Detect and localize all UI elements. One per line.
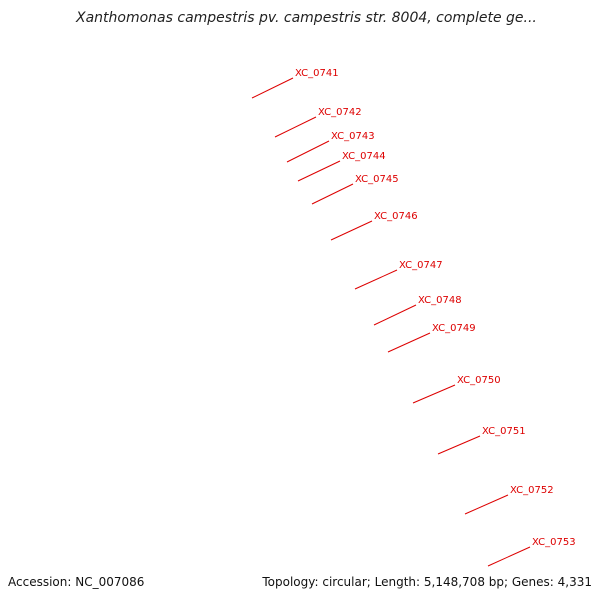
gene-label[interactable]: XC_0745 xyxy=(355,174,399,185)
gene-label[interactable]: XC_0749 xyxy=(432,323,476,334)
gene-leader-line xyxy=(487,546,531,567)
gene-label[interactable]: XC_0753 xyxy=(532,537,576,548)
gene-leader-line xyxy=(274,116,317,138)
genome-title: Xanthomonas campestris pv. campestris st… xyxy=(76,10,537,26)
gene-label[interactable]: XC_0744 xyxy=(342,151,386,162)
gene-leader-line xyxy=(297,160,341,182)
gene-label[interactable]: XC_0748 xyxy=(418,295,462,306)
gene-label[interactable]: XC_0752 xyxy=(510,485,554,496)
gene-label[interactable]: XC_0747 xyxy=(399,260,443,271)
gene-label-leaders xyxy=(251,77,531,567)
gene-label[interactable]: XC_0743 xyxy=(331,131,375,142)
gene-label[interactable]: XC_0742 xyxy=(318,107,362,118)
gene-leader-line xyxy=(464,494,509,515)
genome-summary: Topology: circular; Length: 5,148,708 bp… xyxy=(262,575,592,589)
gene-label[interactable]: XC_0746 xyxy=(374,211,418,222)
gene-leader-line xyxy=(354,269,398,290)
gene-leader-line xyxy=(251,77,294,99)
gene-label[interactable]: XC_0751 xyxy=(482,426,526,437)
gene-leader-line xyxy=(286,140,330,163)
gene-label[interactable]: XC_0741 xyxy=(295,68,339,79)
gene-leader-line xyxy=(412,384,456,404)
gene-leader-line xyxy=(311,183,354,205)
gene-leader-line xyxy=(330,220,373,241)
gene-leader-line xyxy=(373,304,417,326)
accession-text: Accession: NC_007086 xyxy=(8,575,145,589)
gene-labels: XC_0741 XC_0742 XC_0743 XC_0744 XC_0745 XC_07… xyxy=(295,68,576,548)
gene-leader-line xyxy=(387,332,431,353)
gene-label[interactable]: XC_0750 xyxy=(457,375,501,386)
gene-leader-line xyxy=(437,435,481,455)
